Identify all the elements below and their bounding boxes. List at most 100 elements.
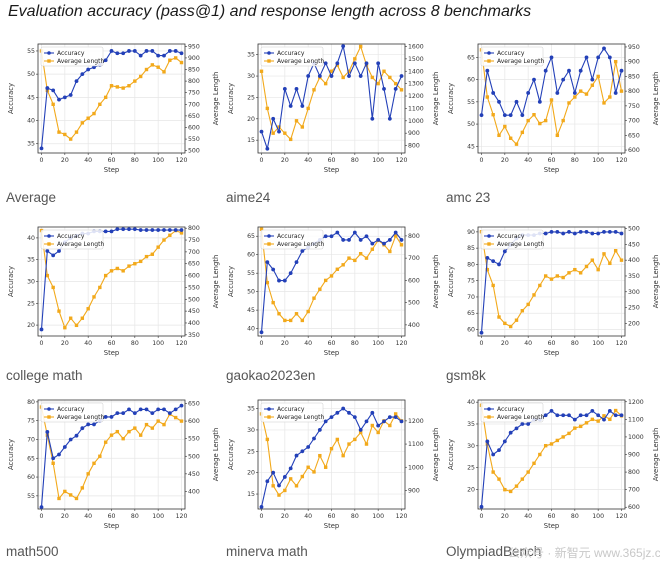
length-point	[300, 125, 305, 129]
length-point	[596, 74, 600, 79]
chart-panel: 0 20 40 60 80 100 120 15 20 25 30 35 900 1000 1100 1200…	[226, 396, 441, 531]
length-point	[376, 81, 380, 86]
legend-label: Accuracy	[497, 50, 525, 57]
accuracy-point	[613, 91, 618, 95]
length-point	[265, 106, 270, 111]
y2-tick-label: 500	[188, 148, 200, 155]
accuracy-point	[323, 419, 328, 424]
y2-tick-label: 800	[628, 88, 640, 95]
length-point	[538, 283, 542, 288]
length-point	[179, 419, 184, 423]
x-tick-label: 120	[616, 513, 628, 520]
x-axis-label: Step	[324, 522, 339, 530]
accuracy-point	[382, 86, 386, 91]
length-point	[306, 309, 310, 314]
length-point	[329, 69, 334, 73]
y2-tick-label: 450	[628, 241, 640, 248]
length-point	[115, 429, 120, 434]
accuracy-point	[173, 407, 178, 412]
accuracy-point	[572, 91, 577, 95]
legend-marker	[267, 59, 271, 63]
length-point	[578, 271, 583, 275]
length-point	[532, 113, 536, 117]
length-point	[306, 106, 310, 111]
accuracy-point	[335, 410, 340, 415]
y2-tick-label: 700	[408, 255, 420, 262]
accuracy-point	[572, 231, 577, 236]
y2-tick-label: 1200	[408, 418, 424, 425]
accuracy-point	[352, 230, 357, 235]
legend-label: Average Length	[497, 241, 544, 248]
x-tick-label: 120	[396, 340, 408, 347]
accuracy-point	[156, 228, 161, 232]
length-point	[584, 264, 589, 269]
legend-marker	[47, 407, 51, 411]
x-tick-label: 20	[61, 157, 69, 164]
length-point	[127, 429, 131, 434]
length-point	[596, 419, 600, 423]
length-point	[103, 95, 108, 100]
y2-tick-label: 650	[188, 261, 200, 268]
x-tick-label: 60	[108, 513, 116, 520]
length-point	[150, 252, 155, 256]
length-point	[179, 231, 184, 235]
length-point	[63, 489, 67, 494]
accuracy-point	[532, 77, 536, 82]
y-tick-label: 90	[467, 229, 475, 236]
accuracy-point	[62, 95, 67, 100]
accuracy-point	[578, 68, 583, 73]
accuracy-point	[555, 91, 560, 95]
length-point	[485, 267, 490, 272]
accuracy-point	[567, 68, 571, 73]
accuracy-point	[479, 504, 484, 509]
y2-tick-label: 700	[188, 101, 200, 108]
length-point	[271, 131, 275, 135]
length-point	[127, 84, 131, 88]
accuracy-point	[57, 97, 61, 102]
y2-tick-label: 550	[188, 136, 200, 143]
chart-svg: 0 20 40 60 80 100 120 60 65 70 75 80 85 90 200 250 300 35…	[447, 226, 660, 357]
y2-tick-label: 500	[628, 226, 640, 233]
length-point	[370, 423, 375, 428]
accuracy-point	[578, 229, 583, 234]
accuracy-point	[138, 407, 143, 412]
accuracy-point	[300, 104, 305, 108]
accuracy-point	[596, 231, 601, 236]
y-tick-label: 65	[467, 310, 475, 317]
y2-tick-label: 1300	[408, 81, 424, 88]
accuracy-point	[485, 68, 490, 73]
length-point	[567, 431, 571, 436]
accuracy-point	[323, 61, 328, 66]
x-tick-label: 0	[260, 340, 264, 347]
length-point	[514, 318, 519, 322]
accuracy-point	[561, 231, 566, 236]
y-tick-label: 35	[467, 421, 475, 428]
accuracy-point	[259, 504, 264, 509]
accuracy-point	[86, 422, 91, 427]
length-point	[57, 309, 61, 313]
length-point	[133, 426, 137, 430]
y-axis-label: Accuracy	[447, 439, 455, 470]
length-point	[103, 440, 108, 444]
y-tick-label: 20	[27, 322, 35, 329]
x-axis-label: Step	[544, 522, 559, 530]
accuracy-point	[162, 228, 166, 232]
length-point	[358, 251, 363, 256]
accuracy-point	[584, 413, 589, 418]
length-point	[63, 326, 67, 330]
length-point	[98, 285, 102, 290]
x-tick-label: 120	[176, 340, 188, 347]
x-tick-label: 40	[304, 157, 312, 164]
x-tick-label: 60	[328, 157, 336, 164]
y-tick-label: 35	[247, 406, 255, 413]
chart-panel: 0 20 40 60 80 100 120 40 45 50 55 60 65 400 500 600 700 8…	[226, 223, 441, 358]
length-point	[259, 69, 264, 73]
y2-tick-label: 400	[188, 488, 200, 495]
y2-tick-label: 1100	[408, 441, 424, 448]
legend-label: Average Length	[57, 414, 104, 421]
accuracy-point	[508, 430, 513, 435]
length-point	[144, 254, 149, 259]
x-tick-label: 20	[61, 340, 69, 347]
accuracy-point	[282, 278, 287, 283]
accuracy-point	[179, 51, 184, 56]
